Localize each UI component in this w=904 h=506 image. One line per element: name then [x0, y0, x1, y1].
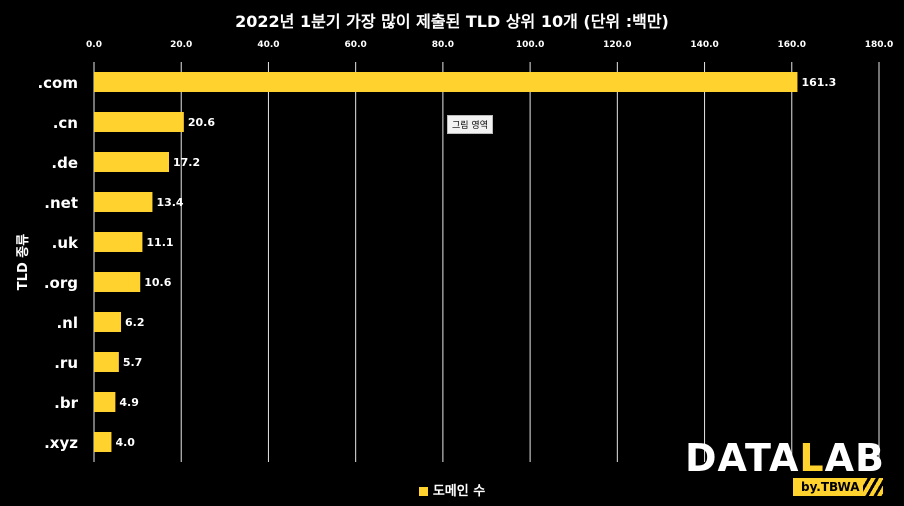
- bar: [94, 192, 153, 212]
- brand-tagline: by.TBWA: [793, 478, 866, 496]
- bar: [94, 72, 798, 92]
- data-label: 6.2: [125, 316, 144, 329]
- bar: [94, 272, 141, 292]
- category-label: .com: [37, 74, 78, 92]
- bar: [94, 112, 184, 132]
- brand-wordmark: DATALAB: [685, 438, 885, 478]
- x-tick-label: 40.0: [257, 40, 279, 50]
- data-label: 161.3: [801, 76, 836, 89]
- x-tick-label: 60.0: [345, 40, 367, 50]
- bar: [94, 432, 112, 452]
- data-label: 4.0: [115, 436, 135, 449]
- brand-wordmark-part: AB: [824, 436, 885, 480]
- x-tick-label: 120.0: [603, 40, 631, 50]
- x-tick-label: 80.0: [432, 40, 454, 50]
- legend-label: 도메인 수: [432, 484, 486, 499]
- x-tick-label: 100.0: [516, 40, 544, 50]
- x-tick-label: 20.0: [170, 40, 192, 50]
- category-label: .net: [44, 194, 78, 212]
- bar: [94, 392, 116, 412]
- category-label: .nl: [56, 314, 78, 332]
- data-label: 5.7: [123, 356, 143, 369]
- data-label: 11.1: [146, 236, 173, 249]
- data-label: 10.6: [144, 276, 171, 289]
- category-label: .xyz: [44, 434, 78, 452]
- category-label: .de: [51, 154, 78, 172]
- legend[interactable]: 도메인 수: [0, 480, 904, 499]
- bar: [94, 352, 119, 372]
- plot-area-tooltip: 그림 영역: [447, 115, 493, 134]
- chart-title: 2022년 1분기 가장 많이 제출된 TLD 상위 10개 (단위 :백만): [235, 12, 669, 31]
- data-label: 4.9: [119, 396, 139, 409]
- bar: [94, 152, 170, 172]
- x-tick-label: 160.0: [778, 40, 806, 50]
- brand-wordmark-part: DATA: [685, 436, 800, 480]
- x-tick-label: 140.0: [690, 40, 718, 50]
- x-tick-label: 0.0: [86, 40, 102, 50]
- x-tick-label: 180.0: [865, 40, 893, 50]
- category-label: .org: [44, 274, 78, 292]
- data-label: 20.6: [188, 116, 215, 129]
- category-label: .ru: [54, 354, 78, 372]
- category-label: .uk: [52, 234, 79, 252]
- brand-wordmark-accent: L: [799, 436, 825, 480]
- data-label: 17.2: [173, 156, 200, 169]
- bar: [94, 232, 143, 252]
- category-label: .br: [54, 394, 78, 412]
- data-label: 13.4: [156, 196, 183, 209]
- legend-swatch: [418, 487, 428, 496]
- bar: [94, 312, 122, 332]
- category-label: .cn: [53, 114, 78, 132]
- y-axis-title: TLD 종류: [16, 234, 31, 290]
- brand-logo: DATALAB by.TBWA: [685, 438, 885, 498]
- brand-stripes-icon: [863, 478, 883, 496]
